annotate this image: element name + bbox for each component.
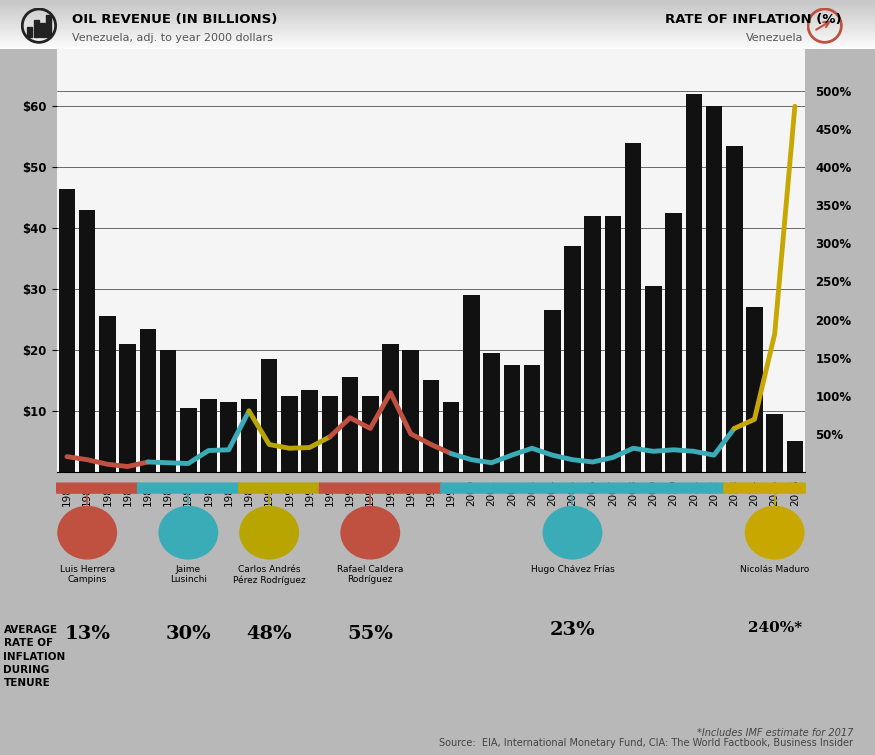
Bar <box>584 216 601 472</box>
Bar <box>645 286 662 472</box>
Text: Source:  EIA, International Monetary Fund, CIA: The World Factbook, Business Ins: Source: EIA, International Monetary Fund… <box>439 738 853 748</box>
Bar <box>382 344 399 472</box>
Text: Luis Herrera
Campins: Luis Herrera Campins <box>60 565 115 584</box>
Bar <box>79 210 95 472</box>
Text: Carlos Andrés
Pérez Rodríguez: Carlos Andrés Pérez Rodríguez <box>233 565 305 584</box>
Bar <box>423 381 439 472</box>
Bar <box>160 350 177 472</box>
Bar <box>33 20 38 37</box>
Bar <box>27 27 32 37</box>
Bar <box>685 94 702 472</box>
Bar <box>119 344 136 472</box>
Text: 13%: 13% <box>64 625 110 643</box>
Ellipse shape <box>239 506 299 559</box>
Text: Nicolás Maduro: Nicolás Maduro <box>740 565 809 574</box>
Bar <box>261 359 277 472</box>
Bar <box>46 15 51 37</box>
Bar <box>463 295 480 472</box>
Bar <box>665 213 682 472</box>
Text: 30%: 30% <box>165 625 211 643</box>
Text: Hugo Chávez Frías: Hugo Chávez Frías <box>530 565 614 574</box>
Text: RATE OF INFLATION (%): RATE OF INFLATION (%) <box>665 13 842 26</box>
Bar <box>503 365 520 472</box>
Bar <box>483 353 500 472</box>
Bar <box>605 216 621 472</box>
Bar <box>99 316 116 472</box>
Ellipse shape <box>340 506 400 559</box>
Text: 23%: 23% <box>550 621 595 639</box>
Bar <box>39 23 45 37</box>
Bar <box>281 396 298 472</box>
Text: Venezuela, adj. to year 2000 dollars: Venezuela, adj. to year 2000 dollars <box>72 32 273 43</box>
Text: Venezuela: Venezuela <box>746 32 803 43</box>
Bar <box>524 365 541 472</box>
Bar <box>321 396 338 472</box>
Bar <box>342 378 359 472</box>
Text: 55%: 55% <box>347 625 393 643</box>
Bar <box>220 402 237 472</box>
Bar <box>200 399 217 472</box>
Bar <box>443 402 459 472</box>
Bar <box>726 146 743 472</box>
Bar <box>625 143 641 472</box>
Bar <box>746 307 763 472</box>
Text: 48%: 48% <box>247 625 292 643</box>
Bar <box>140 328 156 472</box>
Bar <box>544 310 561 472</box>
Bar <box>706 106 722 472</box>
Text: OIL REVENUE (IN BILLIONS): OIL REVENUE (IN BILLIONS) <box>72 13 277 26</box>
Ellipse shape <box>57 506 117 559</box>
Bar <box>241 399 257 472</box>
Bar <box>766 414 783 472</box>
Bar <box>787 442 803 472</box>
Ellipse shape <box>542 506 602 559</box>
Bar <box>362 396 379 472</box>
Text: 240%*: 240%* <box>747 621 802 636</box>
Text: *Includes IMF estimate for 2017: *Includes IMF estimate for 2017 <box>696 728 853 738</box>
Bar <box>301 390 318 472</box>
Bar <box>402 350 419 472</box>
Text: Jaime
Lusinchi: Jaime Lusinchi <box>170 565 206 584</box>
Bar <box>59 189 75 472</box>
Text: AVERAGE
RATE OF
INFLATION
DURING
TENURE: AVERAGE RATE OF INFLATION DURING TENURE <box>4 625 66 688</box>
Ellipse shape <box>158 506 218 559</box>
Bar <box>180 408 197 472</box>
Bar <box>564 246 581 472</box>
Ellipse shape <box>745 506 805 559</box>
Text: Rafael Caldera
Rodríguez: Rafael Caldera Rodríguez <box>337 565 403 584</box>
